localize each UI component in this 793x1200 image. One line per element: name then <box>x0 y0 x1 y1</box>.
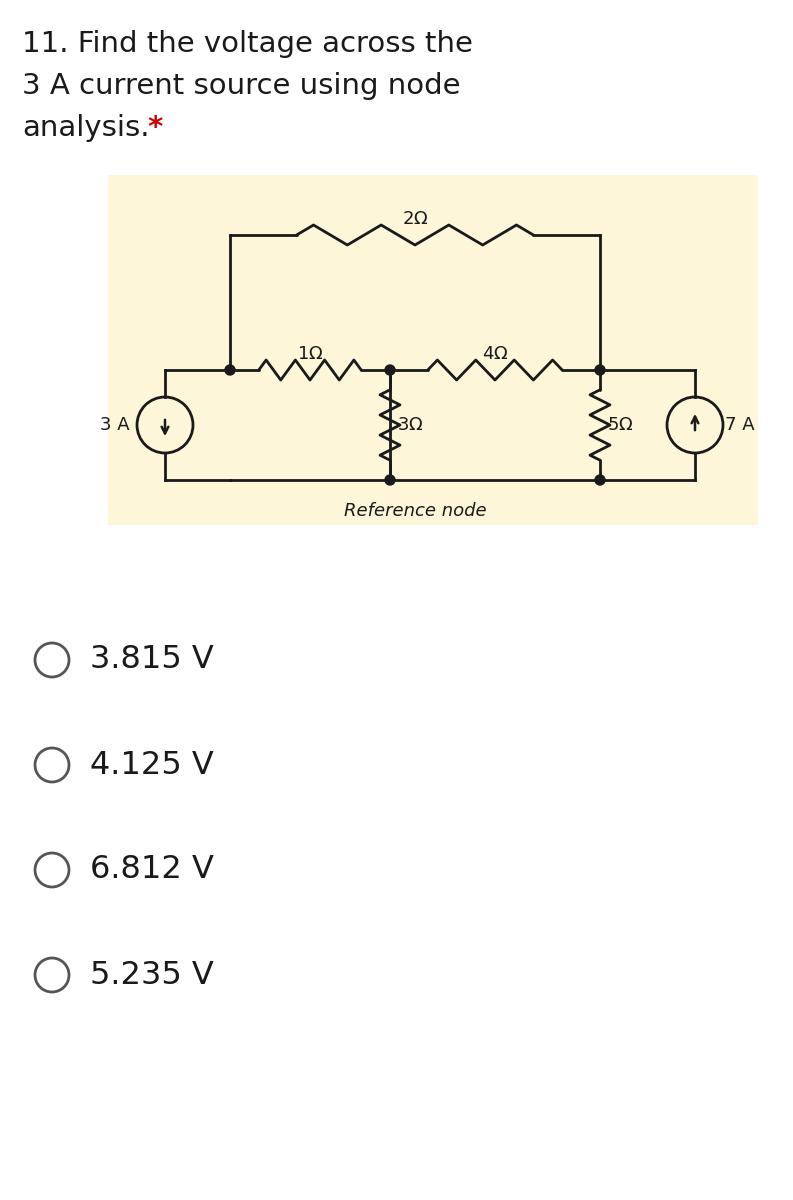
Circle shape <box>225 365 235 374</box>
Text: 3 A current source using node: 3 A current source using node <box>22 72 461 100</box>
Text: 3$\Omega$: 3$\Omega$ <box>396 416 423 434</box>
Text: 1$\Omega$: 1$\Omega$ <box>297 346 324 362</box>
Text: analysis.: analysis. <box>22 114 150 142</box>
Text: 2$\Omega$: 2$\Omega$ <box>402 210 428 228</box>
Text: 3 A: 3 A <box>100 416 130 434</box>
Text: 4$\Omega$: 4$\Omega$ <box>482 346 508 362</box>
Text: 5.235 V: 5.235 V <box>90 960 214 990</box>
Circle shape <box>595 365 605 374</box>
Text: *: * <box>138 114 163 142</box>
Circle shape <box>385 365 395 374</box>
Text: 11. Find the voltage across the: 11. Find the voltage across the <box>22 30 473 58</box>
Text: 5$\Omega$: 5$\Omega$ <box>607 416 634 434</box>
Text: Reference node: Reference node <box>343 502 486 520</box>
Circle shape <box>385 475 395 485</box>
Text: 6.812 V: 6.812 V <box>90 854 214 886</box>
Text: 7 A: 7 A <box>725 416 755 434</box>
Text: 3.815 V: 3.815 V <box>90 644 214 676</box>
Text: 4.125 V: 4.125 V <box>90 750 214 780</box>
Circle shape <box>595 475 605 485</box>
FancyBboxPatch shape <box>108 175 758 526</box>
